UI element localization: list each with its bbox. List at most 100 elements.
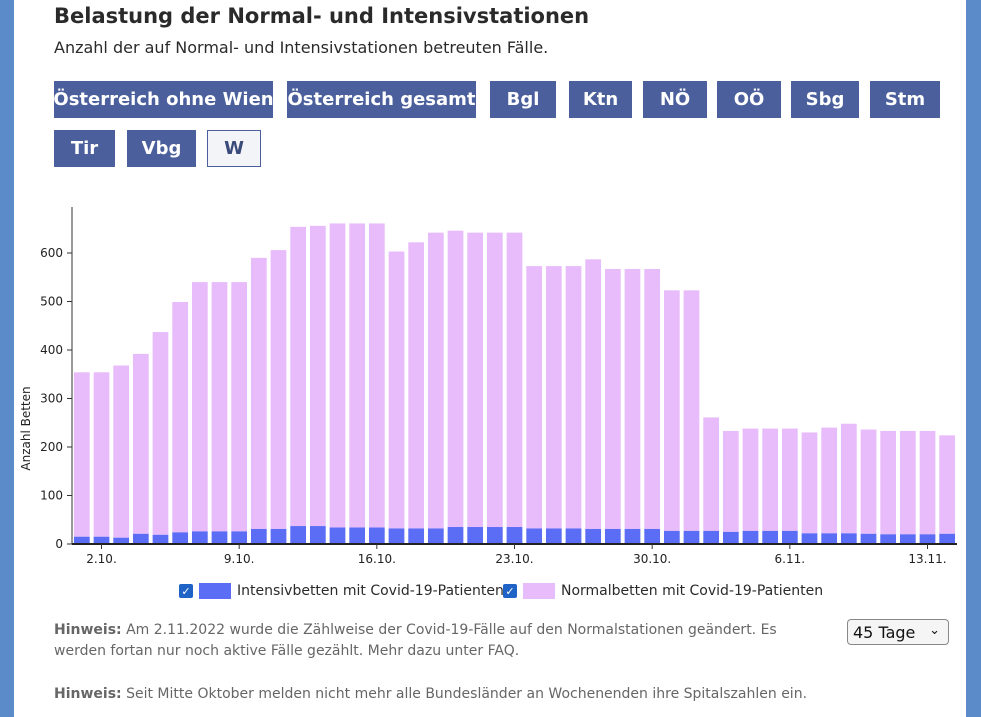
y-tick-label: 400 xyxy=(40,343,63,357)
legend-item-intensivbetten[interactable]: ✓ Intensivbetten mit Covid-19-Patienten xyxy=(179,583,504,599)
note-text: Seit Mitte Oktober melden nicht mehr all… xyxy=(121,686,808,702)
bar-intensivbetten xyxy=(152,534,169,544)
x-tick-label: 30.10. xyxy=(633,552,671,566)
range-select[interactable]: 45 Tage ⌄ xyxy=(847,619,949,645)
region-button-sbg[interactable]: Sbg xyxy=(791,81,859,118)
region-button-ktn[interactable]: Ktn xyxy=(569,81,632,118)
y-tick-label: 100 xyxy=(40,489,63,503)
x-tick-label: 16.10. xyxy=(358,552,396,566)
bar-intensivbetten xyxy=(663,530,680,544)
bar-intensivbetten xyxy=(545,528,562,544)
panel: Belastung der Normal- und Intensivstatio… xyxy=(14,0,966,717)
check-icon[interactable]: ✓ xyxy=(179,584,193,598)
y-tick-label: 500 xyxy=(40,295,63,309)
bar-normalbetten xyxy=(545,266,562,529)
bar-normalbetten xyxy=(93,372,110,537)
bar-normalbetten xyxy=(467,232,484,528)
bar-intensivbetten xyxy=(781,530,798,544)
bar-intensivbetten xyxy=(172,532,189,544)
y-tick-label: 0 xyxy=(55,537,63,551)
x-tick-label: 13.11. xyxy=(908,552,946,566)
region-button-tir[interactable]: Tir xyxy=(54,130,115,167)
bar-intensivbetten xyxy=(722,531,739,544)
y-tick-label: 600 xyxy=(40,246,63,260)
bar-normalbetten xyxy=(447,230,464,528)
bar-normalbetten xyxy=(172,301,189,533)
bar-intensivbetten xyxy=(211,531,228,544)
bar-intensivbetten xyxy=(821,533,838,544)
bar-intensivbetten xyxy=(408,528,425,544)
bar-normalbetten xyxy=(388,251,405,529)
x-tick-label: 2.10. xyxy=(86,552,117,566)
region-button-oesterreich-ohne-wien[interactable]: Österreich ohne Wien xyxy=(53,81,274,118)
region-button-w[interactable]: W xyxy=(207,130,261,167)
bar-normalbetten xyxy=(840,423,857,534)
region-button-bgl[interactable]: Bgl xyxy=(490,81,556,118)
region-button-noe[interactable]: NÖ xyxy=(643,81,707,118)
x-tick-label: 9.10. xyxy=(224,552,255,566)
bar-intensivbetten xyxy=(565,528,582,544)
legend-item-normalbetten[interactable]: ✓ Normalbetten mit Covid-19-Patienten xyxy=(503,583,823,599)
bar-intensivbetten xyxy=(644,528,661,544)
bar-normalbetten xyxy=(663,290,680,531)
page-subtitle: Anzahl der auf Normal- und Intensivstati… xyxy=(54,38,549,57)
bar-normalbetten xyxy=(742,428,759,531)
bar-intensivbetten xyxy=(742,530,759,544)
bar-normalbetten xyxy=(113,365,130,538)
region-button-stm[interactable]: Stm xyxy=(870,81,940,118)
legend-label-intensiv: Intensivbetten mit Covid-19-Patienten xyxy=(237,583,504,599)
region-button-oesterreich-gesamt[interactable]: Österreich gesamt xyxy=(287,81,476,118)
bar-normalbetten xyxy=(368,223,385,528)
bar-normalbetten xyxy=(604,269,621,529)
bar-intensivbetten xyxy=(309,526,326,544)
range-select-value: 45 Tage xyxy=(853,622,916,642)
bar-intensivbetten xyxy=(486,527,503,544)
bar-normalbetten xyxy=(191,282,208,532)
bar-intensivbetten xyxy=(191,531,208,544)
note-label: Hinweis: xyxy=(54,622,122,638)
bar-intensivbetten xyxy=(447,527,464,544)
bar-intensivbetten xyxy=(329,527,346,544)
bar-normalbetten xyxy=(703,417,720,531)
bar-normalbetten xyxy=(644,269,661,529)
chevron-down-icon: ⌄ xyxy=(929,623,940,638)
bar-normalbetten xyxy=(506,232,523,528)
bar-intensivbetten xyxy=(880,534,897,544)
bar-normalbetten xyxy=(565,266,582,529)
bar-normalbetten xyxy=(152,332,169,535)
bar-normalbetten xyxy=(722,430,739,532)
bar-intensivbetten xyxy=(526,528,543,544)
bar-normalbetten xyxy=(427,232,444,529)
bar-normalbetten xyxy=(781,428,798,531)
note-label: Hinweis: xyxy=(54,686,122,702)
legend-swatch-intensiv xyxy=(199,583,231,599)
bar-normalbetten xyxy=(899,430,916,535)
region-button-ooe[interactable]: OÖ xyxy=(717,81,781,118)
bar-intensivbetten xyxy=(506,527,523,544)
bar-intensivbetten xyxy=(231,531,248,544)
check-icon[interactable]: ✓ xyxy=(503,584,517,598)
bar-normalbetten xyxy=(250,257,267,529)
bar-normalbetten xyxy=(683,290,700,531)
bar-normalbetten xyxy=(860,429,877,534)
bar-intensivbetten xyxy=(585,528,602,544)
region-button-vbg[interactable]: Vbg xyxy=(127,130,196,167)
bar-normalbetten xyxy=(762,428,779,531)
bar-intensivbetten xyxy=(604,528,621,544)
bar-intensivbetten xyxy=(290,526,307,544)
bar-normalbetten xyxy=(821,427,838,534)
bar-normalbetten xyxy=(408,242,425,529)
bar-intensivbetten xyxy=(132,533,149,544)
bar-intensivbetten xyxy=(860,533,877,544)
bar-normalbetten xyxy=(290,226,307,527)
x-tick-label: 23.10. xyxy=(495,552,533,566)
y-tick-label: 200 xyxy=(40,440,63,454)
legend-label-normal: Normalbetten mit Covid-19-Patienten xyxy=(561,583,824,599)
bar-intensivbetten xyxy=(270,528,287,544)
bar-normalbetten xyxy=(309,225,326,527)
note-text: Am 2.11.2022 wurde die Zählweise der Cov… xyxy=(54,622,777,659)
bar-intensivbetten xyxy=(467,527,484,544)
bar-intensivbetten xyxy=(250,528,267,544)
bar-normalbetten xyxy=(939,435,956,534)
bar-normalbetten xyxy=(585,259,602,529)
